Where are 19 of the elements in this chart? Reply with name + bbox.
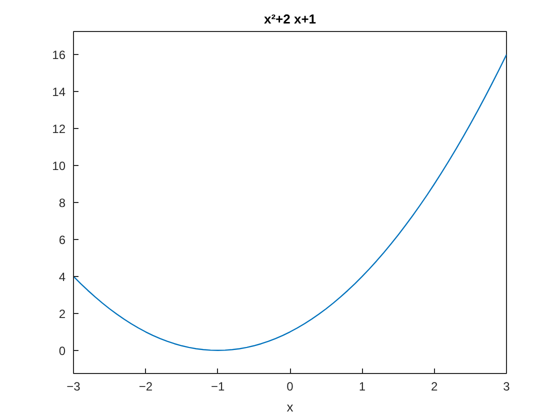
y-tick-label: 12 [52, 122, 66, 136]
x-tick-label: 1 [358, 380, 366, 394]
y-tick-label: 14 [52, 85, 66, 100]
x-tick-label: −2 [138, 380, 153, 394]
x-tick-label: −3 [66, 380, 81, 394]
y-tick-label: 16 [52, 48, 66, 62]
x-tick-label: 0 [286, 380, 294, 394]
x-tick-label: 2 [430, 380, 438, 394]
y-tick-label: 0 [58, 344, 66, 358]
x-tick-label: 3 [503, 380, 510, 394]
y-tick-label: 10 [52, 159, 66, 174]
line-series [74, 54, 506, 351]
y-tick-label: 8 [58, 196, 66, 210]
y-tick-label: 6 [58, 232, 66, 247]
y-tick-label: 4 [58, 270, 66, 284]
y-tick-label: 2 [58, 306, 66, 321]
x-tick-label: −1 [210, 380, 225, 394]
x-axis-title: x [286, 400, 294, 414]
chart-title: x²+2 x+1 [264, 12, 316, 26]
